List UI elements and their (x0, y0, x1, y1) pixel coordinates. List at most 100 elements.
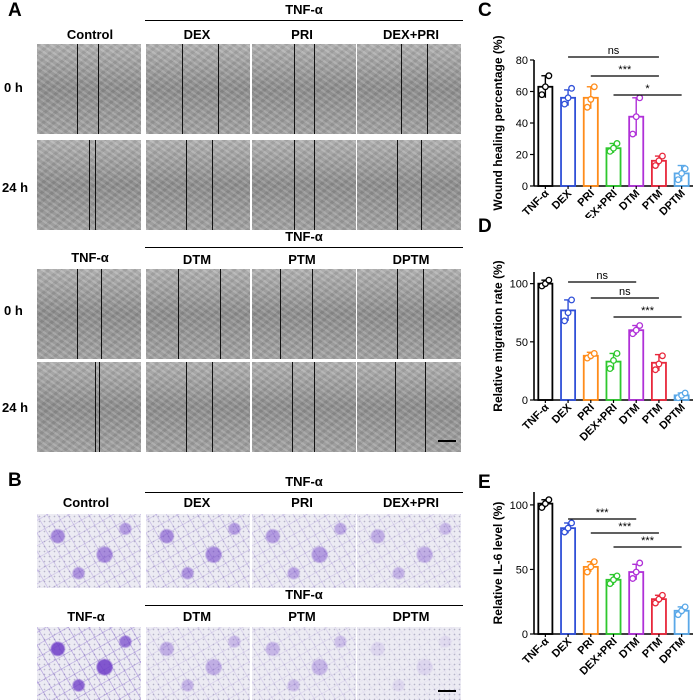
significance-label: ns (608, 45, 620, 57)
header-col-b-6: DPTM (392, 609, 430, 624)
significance-label: *** (618, 64, 632, 76)
scratch-edge-line (218, 44, 219, 134)
data-point (658, 152, 666, 160)
header-control-a: Control (66, 27, 114, 42)
scratch-edge-line (220, 269, 221, 359)
scratch-edge-line (212, 362, 213, 452)
scratch-edge-line (89, 140, 90, 230)
y-tick-label: 80 (516, 55, 528, 67)
x-tick-label: DEX (550, 635, 575, 660)
panel-label-b: B (8, 470, 22, 491)
wound-image (37, 362, 141, 452)
data-point (545, 276, 553, 284)
x-tick-label: DPTM (657, 402, 688, 433)
transwell-image (146, 514, 250, 588)
scratch-edge-line (178, 269, 179, 359)
wound-image (357, 140, 461, 230)
wound-image (357, 362, 461, 452)
scratch-edge-line (77, 269, 78, 359)
transwell-image (357, 514, 461, 588)
y-axis-label: Wound healing percentage (%) (491, 35, 505, 210)
scratch-edge-line (186, 140, 187, 230)
scratch-edge-line (401, 44, 402, 134)
scratch-edge-line (314, 140, 315, 230)
data-point (545, 72, 553, 80)
header-control-b: Control (62, 495, 110, 510)
data-point (678, 169, 686, 177)
scratch-edge-line (186, 362, 187, 452)
scratch-edge-line (77, 44, 78, 134)
scratch-edge-line (397, 269, 398, 359)
panel-label-a: A (8, 0, 22, 21)
wound-image (252, 362, 356, 452)
data-point (583, 568, 591, 576)
scratch-edge-line (423, 269, 424, 359)
y-tick-label: 50 (516, 564, 528, 576)
data-point (629, 130, 637, 138)
bar (537, 282, 554, 401)
header-col-a-2: PRI (291, 27, 313, 42)
significance-label: ns (596, 270, 608, 282)
data-point (681, 603, 689, 611)
data-point (632, 326, 640, 334)
y-tick-label: 0 (522, 395, 528, 407)
transwell-image (37, 627, 141, 700)
chart-c-wound-healing: Wound healing percentage (%) 020406080TNF… (491, 35, 693, 218)
data-point (587, 95, 595, 103)
y-tick-label: 60 (516, 87, 528, 99)
data-point (590, 83, 598, 91)
data-point (632, 113, 640, 121)
data-point (658, 591, 666, 599)
header-col-a-1: DEX (183, 27, 211, 42)
transwell-image (37, 514, 141, 588)
scale-bar (438, 690, 456, 692)
y-tick-label: 0 (522, 629, 528, 641)
significance-label: ns (619, 286, 631, 298)
data-point (590, 558, 598, 566)
significance-label: *** (596, 507, 610, 519)
scratch-edge-line (314, 44, 315, 134)
bar (560, 96, 577, 187)
chart-d-migration-rate: Relative migration rate (%) 050100TNF-αDE… (491, 260, 693, 444)
row-label-0h-bottom: 0 h (4, 303, 23, 318)
y-tick-label: 50 (516, 337, 528, 349)
y-tick-label: 100 (510, 279, 528, 291)
panel-label-d: D (478, 216, 492, 237)
row-label-24h-bottom: 24 h (2, 400, 29, 415)
wound-image (146, 269, 250, 359)
transwell-image (357, 627, 461, 700)
header-col-a-5: PTM (288, 252, 316, 267)
scratch-edge-line (101, 269, 102, 359)
scratch-edge-line (99, 362, 100, 452)
data-point (590, 350, 598, 357)
data-point (561, 317, 569, 325)
data-point (651, 366, 659, 374)
scratch-edge-line (212, 140, 213, 230)
data-point (568, 84, 576, 92)
panel-label-e: E (478, 472, 491, 493)
header-col-a-6: DPTM (392, 252, 430, 267)
data-point (568, 519, 576, 527)
wound-image (357, 269, 461, 359)
y-axis-label: Relative IL-6 level (%) (491, 502, 505, 625)
x-tick-label: DTM (617, 402, 642, 427)
data-point (564, 309, 572, 317)
data-point (606, 365, 614, 373)
wound-image (252, 140, 356, 230)
y-tick-label: 0 (522, 181, 528, 193)
data-point (613, 350, 621, 357)
wound-image (357, 44, 461, 134)
data-point (658, 352, 666, 360)
transwell-image (146, 627, 250, 700)
x-tick-label: DPTM (657, 188, 688, 218)
transwell-image (252, 627, 356, 700)
data-point (651, 162, 659, 169)
header-col-b-3: DEX+PRI (383, 495, 439, 510)
data-point (655, 157, 663, 165)
wound-image (146, 44, 250, 134)
bar (582, 565, 599, 635)
data-point (541, 83, 549, 91)
wound-image (37, 140, 141, 230)
header-line-top-a (145, 20, 463, 21)
